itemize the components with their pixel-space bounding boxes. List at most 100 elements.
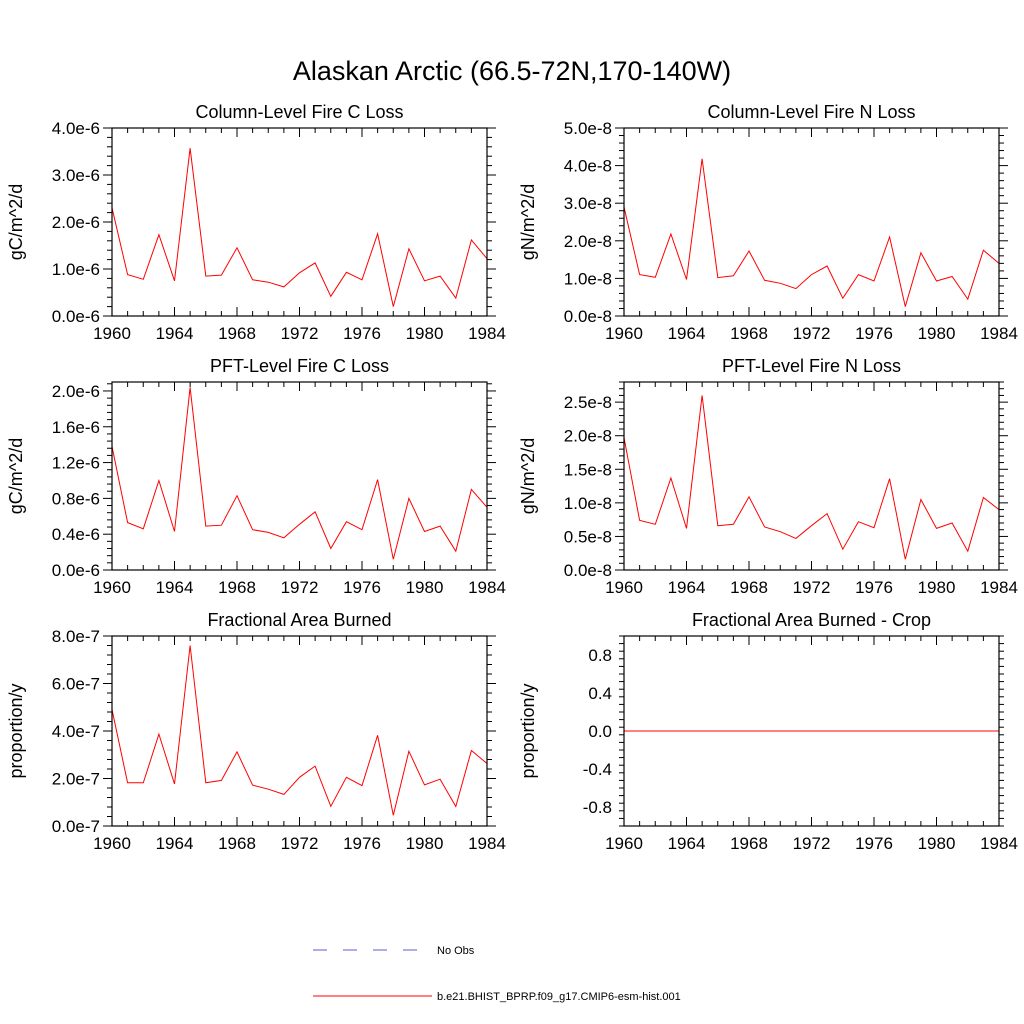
y-tick-label: 4.0e-7 [52,722,100,741]
x-tick-label: 1972 [281,834,319,853]
x-tick-label: 1968 [218,324,256,343]
x-tick-label: 1968 [218,578,256,597]
plot-frame [623,127,1000,317]
legend-label-model: b.e21.BHIST_BPRP.f09_g17.CMIP6-esm-hist.… [437,991,681,1003]
x-tick-label: 1984 [468,834,506,853]
x-tick-label: 1960 [93,578,131,597]
x-tick-label: 1960 [605,834,643,853]
y-tick-label: 1.0e-6 [52,260,100,279]
x-tick-label: 1964 [156,578,194,597]
data-line-series-1 [623,395,1000,560]
x-tick-label: 1980 [918,324,956,343]
plot-frame [111,127,488,317]
panels: Column-Level Fire C Loss gC/m^2/d 1960 1964… [6,102,1018,853]
chart-panel-4: PFT-Level Fire N Loss gN/m^2/d 1960 1964 196… [518,356,1018,597]
x-tick-label: 1984 [980,834,1018,853]
y-tick-label: 2.0e-6 [52,213,100,232]
y-tick-label: 0.4 [588,684,612,703]
plot-frame [111,635,488,827]
x-tick-label: 1964 [156,834,194,853]
y-tick-label: 4.0e-6 [52,119,100,138]
x-tick-label: 1968 [218,834,256,853]
figure-title: Alaskan Arctic (66.5-72N,170-140W) [293,56,731,86]
chart-title: Fractional Area Burned [207,610,391,630]
x-tick-label: 1980 [406,834,444,853]
x-tick-label: 1984 [980,324,1018,343]
legend-label-no-obs: No Obs [437,945,475,957]
y-tick-label: 2.0e-8 [564,232,612,251]
x-tick-label: 1964 [668,834,706,853]
data-line-series-1 [623,158,1000,307]
x-tick-label: 1976 [343,324,381,343]
y-tick-label: 3.0e-8 [564,194,612,213]
y-tick-label: -0.8 [583,798,612,817]
plot-frame [623,381,1000,571]
y-tick-label: 2.0e-6 [52,382,100,401]
chart-title: PFT-Level Fire N Loss [722,356,901,376]
y-tick-label: 0.4e-6 [52,525,100,544]
chart-panel-1: Column-Level Fire C Loss gC/m^2/d 1960 1964… [6,102,506,343]
x-tick-label: 1980 [918,834,956,853]
chart-title: Fractional Area Burned - Crop [692,610,931,630]
plot-frame [623,635,1000,827]
y-axis-label: gC/m^2/d [6,184,26,260]
x-tick-label: 1964 [668,578,706,597]
x-tick-label: 1960 [605,578,643,597]
y-tick-label: 6.0e-7 [52,675,100,694]
y-tick-label: 2.5e-8 [564,393,612,412]
y-tick-label: 5.0e-8 [564,119,612,138]
y-tick-label: 1.2e-6 [52,454,100,473]
x-tick-label: 1960 [605,324,643,343]
y-tick-label: 4.0e-8 [564,157,612,176]
x-tick-label: 1972 [793,324,831,343]
y-tick-label: -0.4 [583,760,612,779]
x-tick-label: 1984 [980,578,1018,597]
y-tick-label: 1.0e-8 [564,494,612,513]
chart-title: Column-Level Fire N Loss [707,102,915,122]
y-axis-label: gN/m^2/d [518,184,538,260]
plot-frame [111,381,488,571]
y-tick-label: 0.8e-6 [52,489,100,508]
chart-panel-5: Fractional Area Burned proportion/y 1960 19… [6,610,506,853]
x-tick-label: 1960 [93,834,131,853]
x-tick-label: 1980 [406,578,444,597]
y-axis-label: proportion/y [518,683,538,778]
y-tick-label: 2.0e-8 [564,427,612,446]
x-tick-label: 1984 [468,578,506,597]
y-tick-label: 0.0e-8 [564,561,612,580]
y-tick-label: 1.5e-8 [564,460,612,479]
x-tick-label: 1968 [730,834,768,853]
chart-panel-2: Column-Level Fire N Loss gN/m^2/d 1960 1964… [518,102,1018,343]
x-tick-label: 1972 [281,324,319,343]
y-tick-label: 1.6e-6 [52,418,100,437]
x-tick-label: 1976 [855,834,893,853]
y-tick-label: 0.0 [588,722,612,741]
y-tick-label: 0.0e-6 [52,561,100,580]
x-tick-label: 1968 [730,324,768,343]
y-tick-label: 1.0e-8 [564,269,612,288]
y-tick-label: 0.0e-6 [52,307,100,326]
y-tick-label: 0.0e-7 [52,817,100,836]
chart-title: PFT-Level Fire C Loss [210,356,389,376]
y-axis-label: gN/m^2/d [518,438,538,514]
data-line-series-1 [111,387,488,560]
x-tick-label: 1984 [468,324,506,343]
y-axis-label: proportion/y [6,683,26,778]
x-tick-label: 1964 [156,324,194,343]
x-tick-label: 1976 [855,324,893,343]
y-tick-label: 8.0e-7 [52,627,100,646]
x-tick-label: 1972 [281,578,319,597]
legend: No Obs b.e21.BHIST_BPRP.f09_g17.CMIP6-es… [313,945,681,1003]
chart-panel-6: Fractional Area Burned - Crop proportion/… [518,610,1018,853]
y-tick-label: 3.0e-6 [52,166,100,185]
y-tick-label: 0.8 [588,646,612,665]
data-line-series-1 [111,645,488,816]
y-tick-label: 0.5e-8 [564,527,612,546]
x-tick-label: 1980 [406,324,444,343]
x-tick-label: 1960 [93,324,131,343]
y-tick-label: 2.0e-7 [52,770,100,789]
y-axis-label: gC/m^2/d [6,438,26,514]
x-tick-label: 1972 [793,578,831,597]
x-tick-label: 1980 [918,578,956,597]
